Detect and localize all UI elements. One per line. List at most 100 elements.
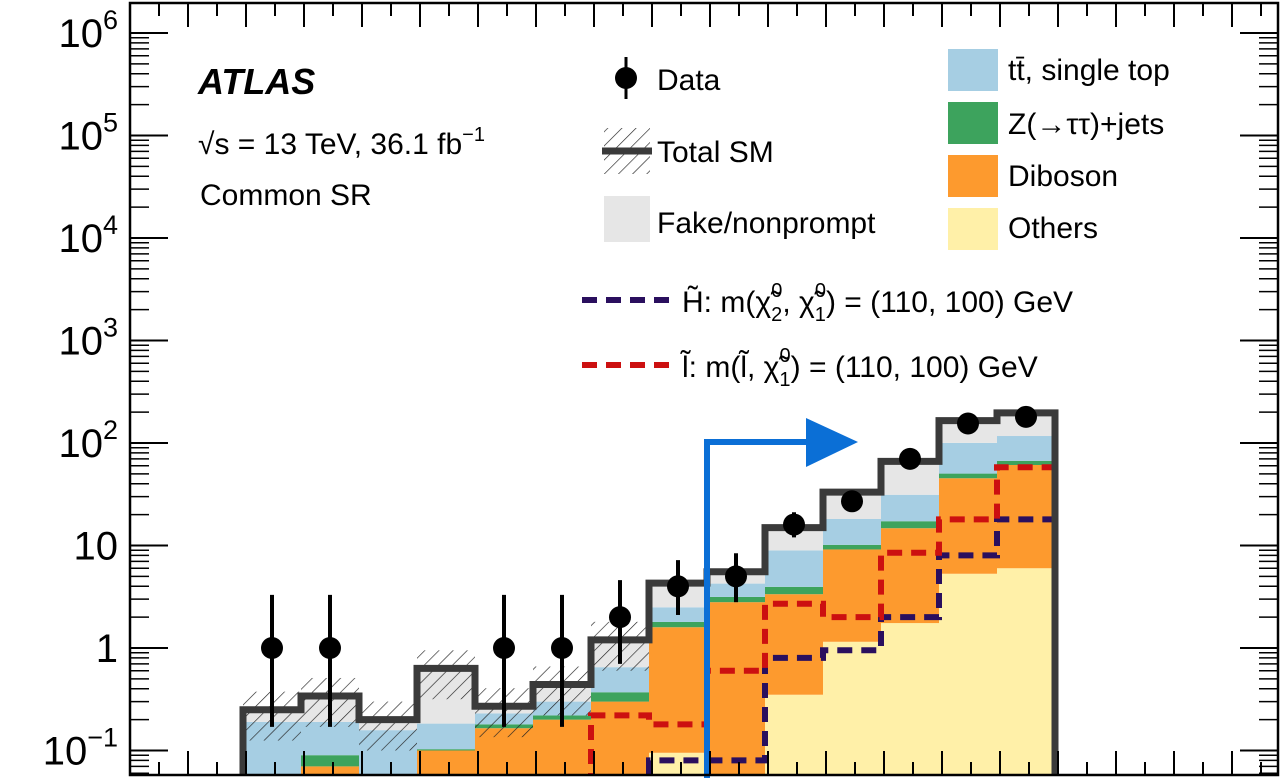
y-tick-label: 104	[58, 210, 118, 261]
bar-diboson-9	[765, 594, 823, 695]
legend-slepton-suffix: ) = (110, 100) GeV	[791, 351, 1038, 384]
bar-fake-9	[765, 527, 823, 551]
bar-ztautau-3	[417, 749, 475, 751]
data-point-4	[493, 637, 515, 659]
legend-diboson-swatch	[948, 155, 998, 197]
bar-others-11	[881, 623, 939, 775]
cut-arrow-head	[806, 418, 858, 467]
data-point-11	[899, 447, 921, 470]
data-points	[261, 405, 1037, 727]
legend-entry-higgsino: H̃: m(χ̃20, χ̃10) = (110, 100) GeV	[582, 280, 1073, 326]
data-point-8	[725, 565, 747, 588]
total-sm-line	[239, 409, 1059, 775]
bar-diboson-7	[649, 627, 707, 753]
legend-total-sm-label: Total SM	[657, 136, 774, 169]
data-point-7	[667, 575, 689, 598]
bar-ztautau-9	[765, 586, 823, 595]
bar-diboson-12	[939, 478, 997, 574]
bar-ztautau-7	[649, 621, 707, 628]
plot-frame	[128, 1, 1280, 777]
data-point-1	[319, 637, 341, 659]
energy-label-text: √s = 13 TeV, 36.1 fb	[198, 128, 462, 161]
bar-ttbar-12	[939, 442, 997, 474]
bar-diboson-1	[301, 766, 359, 775]
data-point-9	[783, 513, 805, 536]
legend-slepton-prefix: l̃: m(l̃, χ̃	[680, 350, 791, 384]
y-tick-label: 103	[58, 313, 118, 364]
energy-label-exp: −1	[462, 124, 485, 146]
legend-fake-label: Fake/nonprompt	[657, 207, 876, 240]
legend-entry-ttbar: tt̄, single top	[948, 49, 1170, 91]
legend: Data Total SM Fake/nonprompt tt̄, single…	[582, 49, 1170, 391]
y-tick-label-base: 10	[58, 320, 103, 364]
signal-region-cut	[704, 418, 858, 778]
y-tick-label-base: 10	[43, 730, 88, 774]
y-tick-label-exp: 6	[103, 5, 118, 35]
bar-diboson-3	[417, 750, 475, 775]
bar-diboson-11	[881, 528, 939, 624]
y-tick-label-exp: 3	[103, 313, 118, 343]
y-tick-label-base: 10	[58, 12, 103, 56]
legend-ztautau-label: Z(→ττ)+jets	[1008, 108, 1164, 141]
legend-entry-ztautau: Z(→ττ)+jets	[948, 102, 1164, 144]
bar-ttbar-1	[301, 721, 359, 756]
legend-entry-total-sm: Total SM	[602, 128, 774, 174]
legend-data-label: Data	[657, 64, 721, 97]
bar-others-10	[823, 641, 881, 775]
total-sm-line	[239, 409, 1059, 775]
legend-ttbar-label: tt̄, single top	[1008, 54, 1170, 87]
legend-higgsino-sup2: 0	[815, 280, 826, 302]
region-label: Common SR	[200, 179, 372, 212]
y-tick-label-exp: −1	[87, 723, 118, 753]
bar-ttbar-13	[997, 436, 1055, 461]
signal-higgsino-line	[646, 516, 1058, 775]
bar-ztautau-1	[301, 755, 359, 767]
y-tick-label-exp: 5	[103, 108, 118, 138]
data-point-12	[957, 412, 979, 435]
legend-higgsino-prefix: H̃: m(χ̃	[682, 286, 782, 319]
cut-line	[704, 439, 810, 778]
uncertainty-band-3	[417, 650, 475, 700]
legend-others-label: Others	[1008, 212, 1098, 245]
bar-ztautau-13	[997, 460, 1055, 466]
y-tick-label: 102	[58, 415, 118, 466]
y-tick-label: 10	[74, 525, 119, 569]
data-point-0	[261, 637, 283, 659]
bar-ttbar-6	[591, 667, 649, 693]
y-tick-label: 105	[58, 108, 118, 159]
signal-lines	[588, 464, 1058, 775]
data-point-5	[551, 637, 573, 659]
bar-others-9	[765, 694, 823, 775]
legend-entry-diboson: Diboson	[948, 155, 1118, 197]
bar-diboson-10	[823, 549, 881, 642]
bar-diboson-5	[533, 719, 591, 775]
data-point-13	[1015, 405, 1037, 428]
legend-data-marker	[615, 67, 637, 89]
legend-fake-swatch	[604, 196, 650, 242]
y-tick-label-base: 10	[58, 422, 103, 466]
energy-label: √s = 13 TeV, 36.1 fb−1	[198, 124, 485, 161]
bar-ttbar-10	[823, 518, 881, 545]
bar-others-13	[997, 568, 1055, 775]
legend-higgsino-sub1: 2	[771, 304, 782, 326]
legend-entry-fake: Fake/nonprompt	[604, 196, 876, 242]
legend-ztautau-swatch	[948, 102, 998, 144]
y-tick-label-exp: 4	[103, 210, 118, 240]
legend-diboson-label: Diboson	[1008, 160, 1118, 193]
stacked-backgrounds	[243, 412, 1055, 775]
legend-entry-slepton: l̃: m(l̃, χ̃10) = (110, 100) GeV	[582, 345, 1038, 391]
bar-ttbar-11	[881, 494, 939, 522]
y-tick-label-base: 10	[58, 115, 103, 159]
y-tick-label: 106	[58, 5, 118, 56]
y-tick-label: 10−1	[43, 723, 118, 774]
legend-higgsino-suffix: ) = (110, 100) GeV	[826, 286, 1073, 319]
legend-slepton-sub: 1	[779, 369, 790, 391]
legend-higgsino-label: H̃: m(χ̃20, χ̃10) = (110, 100) GeV	[682, 280, 1073, 326]
legend-slepton-label: l̃: m(l̃, χ̃10) = (110, 100) GeV	[680, 345, 1038, 391]
bar-ztautau-10	[823, 544, 881, 550]
data-point-6	[609, 606, 631, 629]
y-tick-label: 1	[96, 627, 118, 671]
legend-ttbar-swatch	[948, 49, 998, 91]
